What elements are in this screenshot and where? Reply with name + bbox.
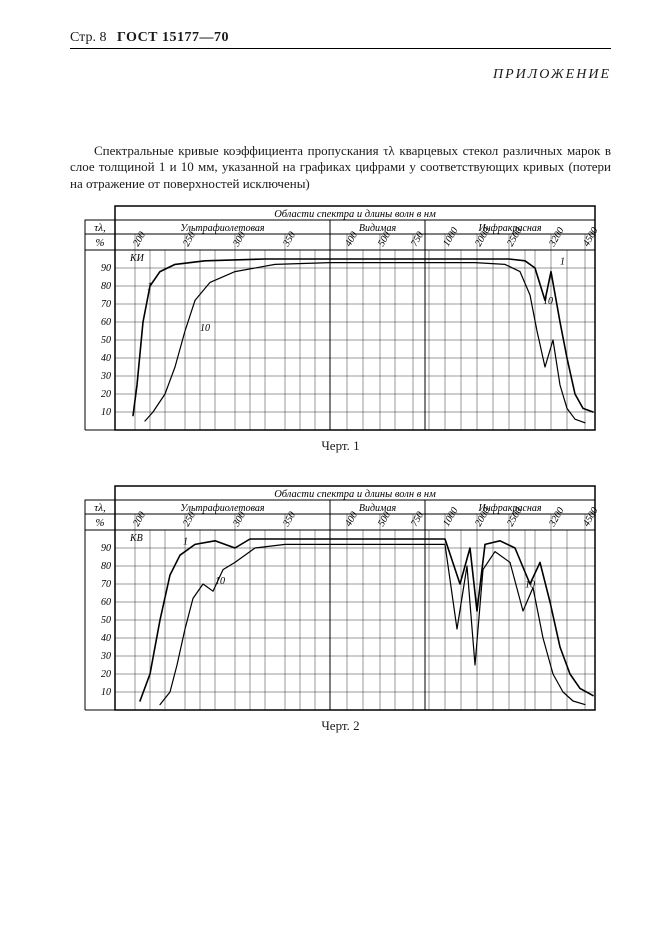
- chart-1-caption: Черт. 1: [70, 438, 611, 454]
- chart-1-container: Области спектра и длины волн в нм Ультраф…: [81, 202, 601, 432]
- svg-text:20: 20: [101, 669, 111, 680]
- svg-text:80: 80: [101, 561, 111, 572]
- svg-text:60: 60: [101, 597, 111, 608]
- svg-text:Видимая: Видимая: [358, 223, 396, 234]
- svg-text:КИ: КИ: [129, 253, 145, 264]
- svg-text:Области спектра и длины волн в: Области спектра и длины волн в нм: [274, 209, 436, 220]
- svg-text:40: 40: [101, 353, 111, 364]
- svg-text:750: 750: [409, 230, 426, 248]
- svg-text:Ультрафиолетовая: Ультрафиолетовая: [180, 223, 264, 234]
- svg-text:4500: 4500: [581, 225, 601, 248]
- svg-text:10: 10: [101, 407, 111, 418]
- svg-text:60: 60: [101, 317, 111, 328]
- chart-2-container: Области спектра и длины волн в нм Ультраф…: [81, 482, 601, 712]
- page-number: Стр. 8: [70, 30, 106, 45]
- svg-text:400: 400: [343, 230, 360, 248]
- svg-text:750: 750: [409, 510, 426, 528]
- svg-text:10: 10: [543, 296, 553, 307]
- svg-text:30: 30: [100, 651, 111, 662]
- svg-text:1: 1: [560, 256, 565, 267]
- svg-text:400: 400: [343, 510, 360, 528]
- svg-text:Ультрафиолетовая: Ультрафиолетовая: [180, 503, 264, 514]
- svg-text:3200: 3200: [546, 225, 566, 249]
- svg-text:350: 350: [280, 230, 298, 249]
- svg-text:%: %: [95, 517, 104, 529]
- svg-text:40: 40: [101, 633, 111, 644]
- svg-text:1000: 1000: [441, 225, 461, 248]
- svg-text:τλ,: τλ,: [94, 502, 106, 514]
- svg-text:80: 80: [101, 281, 111, 292]
- chart-2: Области спектра и длины волн в нм Ультраф…: [81, 482, 601, 712]
- svg-text:10: 10: [525, 579, 535, 590]
- chart-2-caption: Черт. 2: [70, 718, 611, 734]
- svg-text:τλ,: τλ,: [94, 222, 106, 234]
- svg-text:3200: 3200: [546, 505, 566, 529]
- appendix-label: ПРИЛОЖЕНИЕ: [70, 67, 611, 83]
- svg-text:50: 50: [101, 615, 111, 626]
- svg-text:1000: 1000: [441, 505, 461, 528]
- svg-text:1: 1: [183, 536, 188, 547]
- svg-text:10: 10: [215, 576, 225, 587]
- svg-text:90: 90: [101, 263, 111, 274]
- svg-text:50: 50: [101, 335, 111, 346]
- svg-text:350: 350: [280, 510, 298, 529]
- svg-text:200: 200: [131, 230, 148, 248]
- svg-text:30: 30: [100, 371, 111, 382]
- svg-text:70: 70: [101, 299, 111, 310]
- svg-text:Области спектра и длины волн в: Области спектра и длины волн в нм: [274, 489, 436, 500]
- svg-text:10: 10: [101, 687, 111, 698]
- intro-paragraph: Спектральные кривые коэффициента пропуск…: [70, 143, 611, 192]
- page-header: Стр. 8 ГОСТ 15177—70: [70, 30, 611, 49]
- chart-1: Области спектра и длины волн в нм Ультраф…: [81, 202, 601, 432]
- svg-text:20: 20: [101, 389, 111, 400]
- svg-text:10: 10: [200, 323, 210, 334]
- svg-text:90: 90: [101, 543, 111, 554]
- svg-text:КВ: КВ: [129, 533, 143, 544]
- svg-text:Видимая: Видимая: [358, 503, 396, 514]
- standard-code: ГОСТ 15177—70: [117, 30, 229, 45]
- svg-text:4500: 4500: [581, 505, 601, 528]
- svg-text:70: 70: [101, 579, 111, 590]
- svg-text:%: %: [95, 237, 104, 249]
- svg-text:200: 200: [131, 510, 148, 528]
- svg-text:1: 1: [147, 281, 152, 292]
